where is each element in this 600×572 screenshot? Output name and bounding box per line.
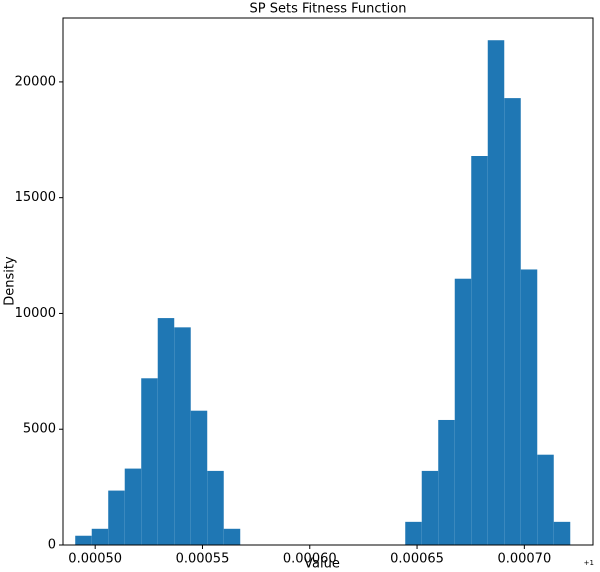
bar [223,528,241,545]
bar [520,269,538,545]
bar [190,410,208,545]
bar [157,318,175,545]
bar [504,98,521,545]
bar [454,278,472,545]
y-tick-label: 0 [48,538,56,553]
bar [174,327,191,545]
bar [207,470,224,545]
x-axis-label: Value [304,557,340,572]
bar [124,468,142,545]
y-tick-label: 5000 [23,422,56,437]
plot-frame [62,17,594,546]
bar [75,535,92,545]
y-tick-label: 20000 [15,74,56,89]
bar [471,156,488,545]
x-tick-label: 0.00060 [283,551,337,566]
x-tick-label: 0.00050 [68,551,122,566]
bar [405,521,422,545]
x-tick-label: 0.00055 [176,551,230,566]
bar [421,470,439,545]
x-tick-label: 0.00070 [497,551,551,566]
bar [141,378,158,545]
bar [438,419,455,545]
bar [108,490,125,545]
bar [91,528,109,545]
bar [537,454,554,545]
x-tick-label: 0.00065 [390,551,444,566]
y-tick-label: 10000 [15,306,56,321]
y-axis-label: Density [3,256,18,306]
bar [553,521,571,545]
chart-title: SP Sets Fitness Function [250,2,407,17]
x-offset-label: +1 [584,559,594,567]
bar [487,40,505,546]
y-tick-label: 15000 [15,190,56,205]
